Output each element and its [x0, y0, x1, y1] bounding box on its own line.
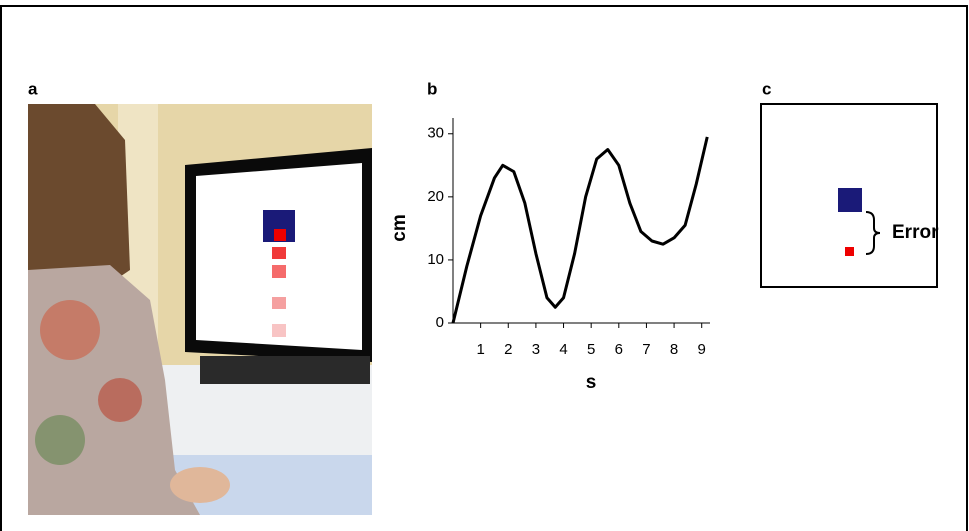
photo	[28, 104, 372, 515]
panel-label: c	[762, 79, 771, 98]
y-tick-label: 10	[427, 251, 444, 268]
x-tick-label: 8	[670, 341, 678, 358]
error-diagram	[761, 104, 937, 287]
x-tick-label: 9	[698, 341, 706, 358]
figure: a b c Error 0 10 20 30 1 2 3 4 5 6 7 8 9 s cm	[0, 0, 969, 531]
line-chart: 0 10 20 30 1 2 3 4 5 6 7 8 9 s cm	[389, 118, 710, 393]
data-line	[453, 137, 707, 323]
y-tick-label: 0	[436, 314, 444, 331]
panel-label: a	[28, 79, 38, 98]
y-tick-label: 20	[427, 188, 444, 205]
x-tick-label: 7	[642, 341, 650, 358]
x-tick-label: 1	[476, 341, 484, 358]
x-tick-label: 3	[532, 341, 540, 358]
x-tick-label: 2	[504, 341, 512, 358]
panel-label: b	[427, 79, 437, 98]
x-tick-label: 6	[615, 341, 623, 358]
y-tick-label: 30	[427, 125, 444, 142]
x-axis-label: s	[586, 372, 597, 393]
error-label: Error	[892, 222, 939, 243]
y-axis-label: cm	[389, 214, 410, 241]
x-tick-label: 5	[587, 341, 595, 358]
x-tick-label: 4	[559, 341, 567, 358]
